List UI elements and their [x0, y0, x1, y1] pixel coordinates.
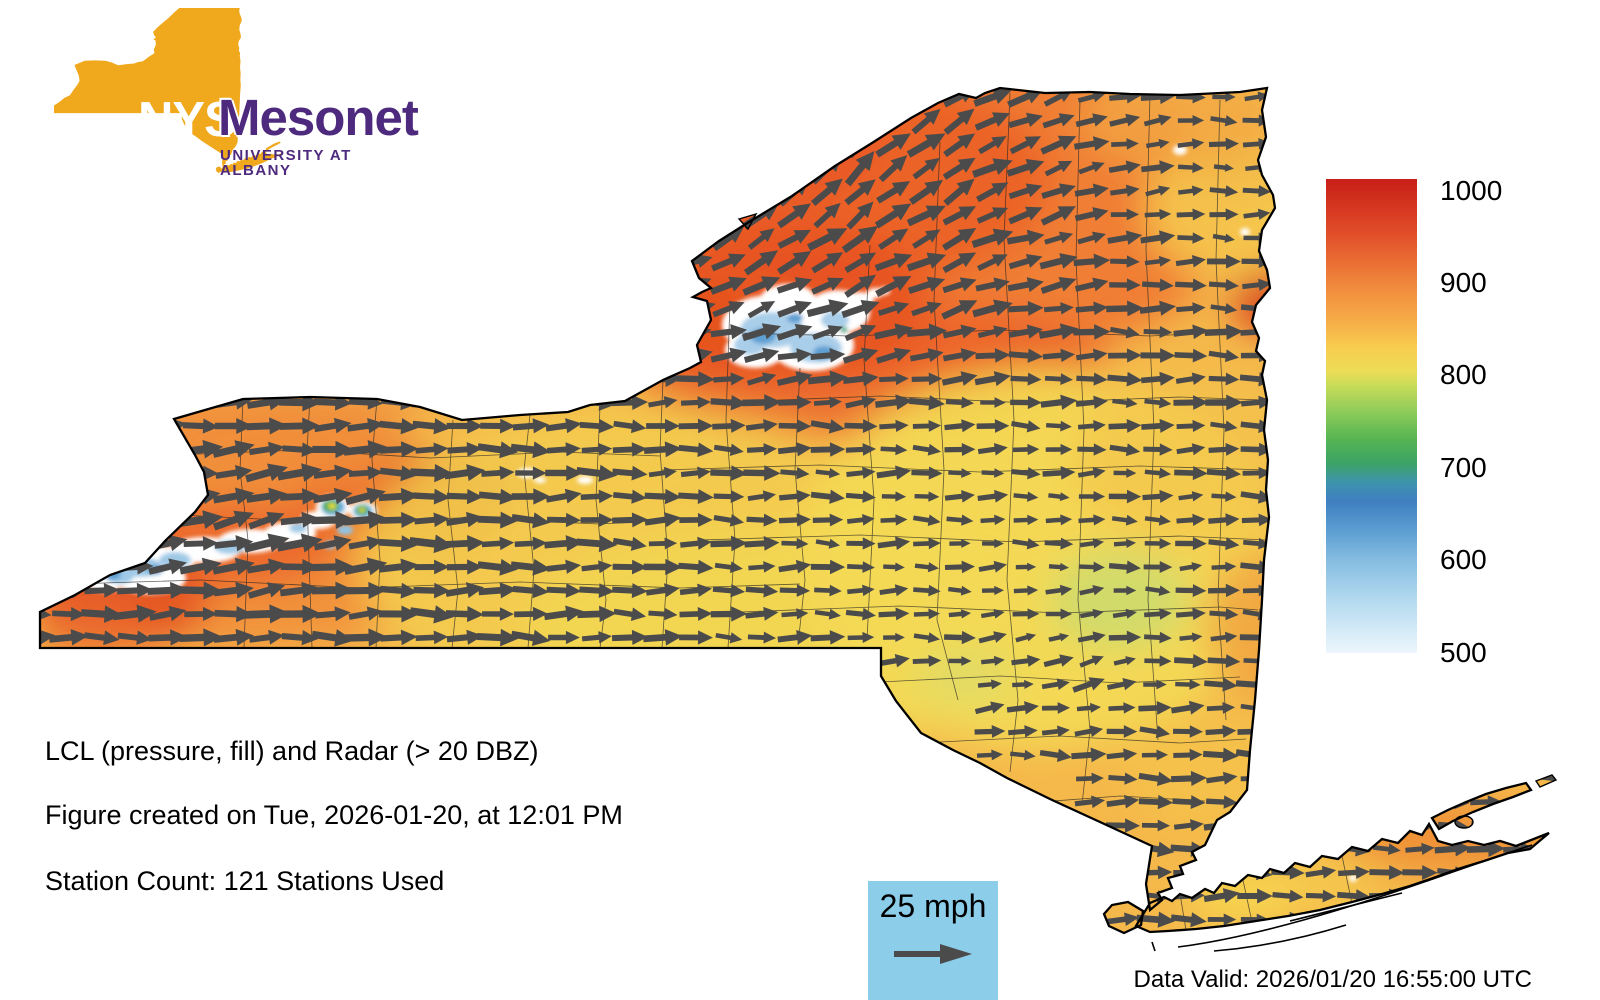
logo-nys-text: NYS [138, 93, 237, 147]
colorbar-tick-600: 600 [1440, 544, 1487, 575]
colorbar-tick-900: 900 [1440, 267, 1487, 298]
wind-reference-arrow [894, 944, 972, 964]
ny-state-logo-shape [54, 8, 284, 173]
pressure-colorbar [1326, 179, 1417, 653]
logo-mesonet-text: Mesonet [218, 89, 419, 146]
state-outline [38, 86, 1558, 935]
logo-university-text: UNIVERSITY AT ALBANY [220, 147, 352, 179]
data-valid-timestamp: Data Valid: 2026/01/20 16:55:00 UTC [1133, 966, 1532, 993]
colorbar-tick-700: 700 [1440, 452, 1487, 483]
colorbar-tick-500: 500 [1440, 637, 1487, 668]
wind-legend-label: 25 mph [879, 888, 987, 924]
colorbar-tick-800: 800 [1440, 359, 1487, 390]
barrier-island-lines [1151, 844, 1533, 952]
caption-station-count: Station Count: 121 Stations Used [45, 866, 445, 896]
colorbar-tick-1000: 1000 [1440, 175, 1503, 206]
caption-created: Figure created on Tue, 2026-01-20, at 12… [45, 800, 623, 830]
nys-mesonet-logo: NYS Mesonet UNIVERSITY AT ALBANY [50, 8, 419, 208]
caption-title: LCL (pressure, fill) and Radar (> 20 DBZ… [45, 736, 539, 766]
wind-speed-legend: 25 mph [868, 881, 998, 1000]
